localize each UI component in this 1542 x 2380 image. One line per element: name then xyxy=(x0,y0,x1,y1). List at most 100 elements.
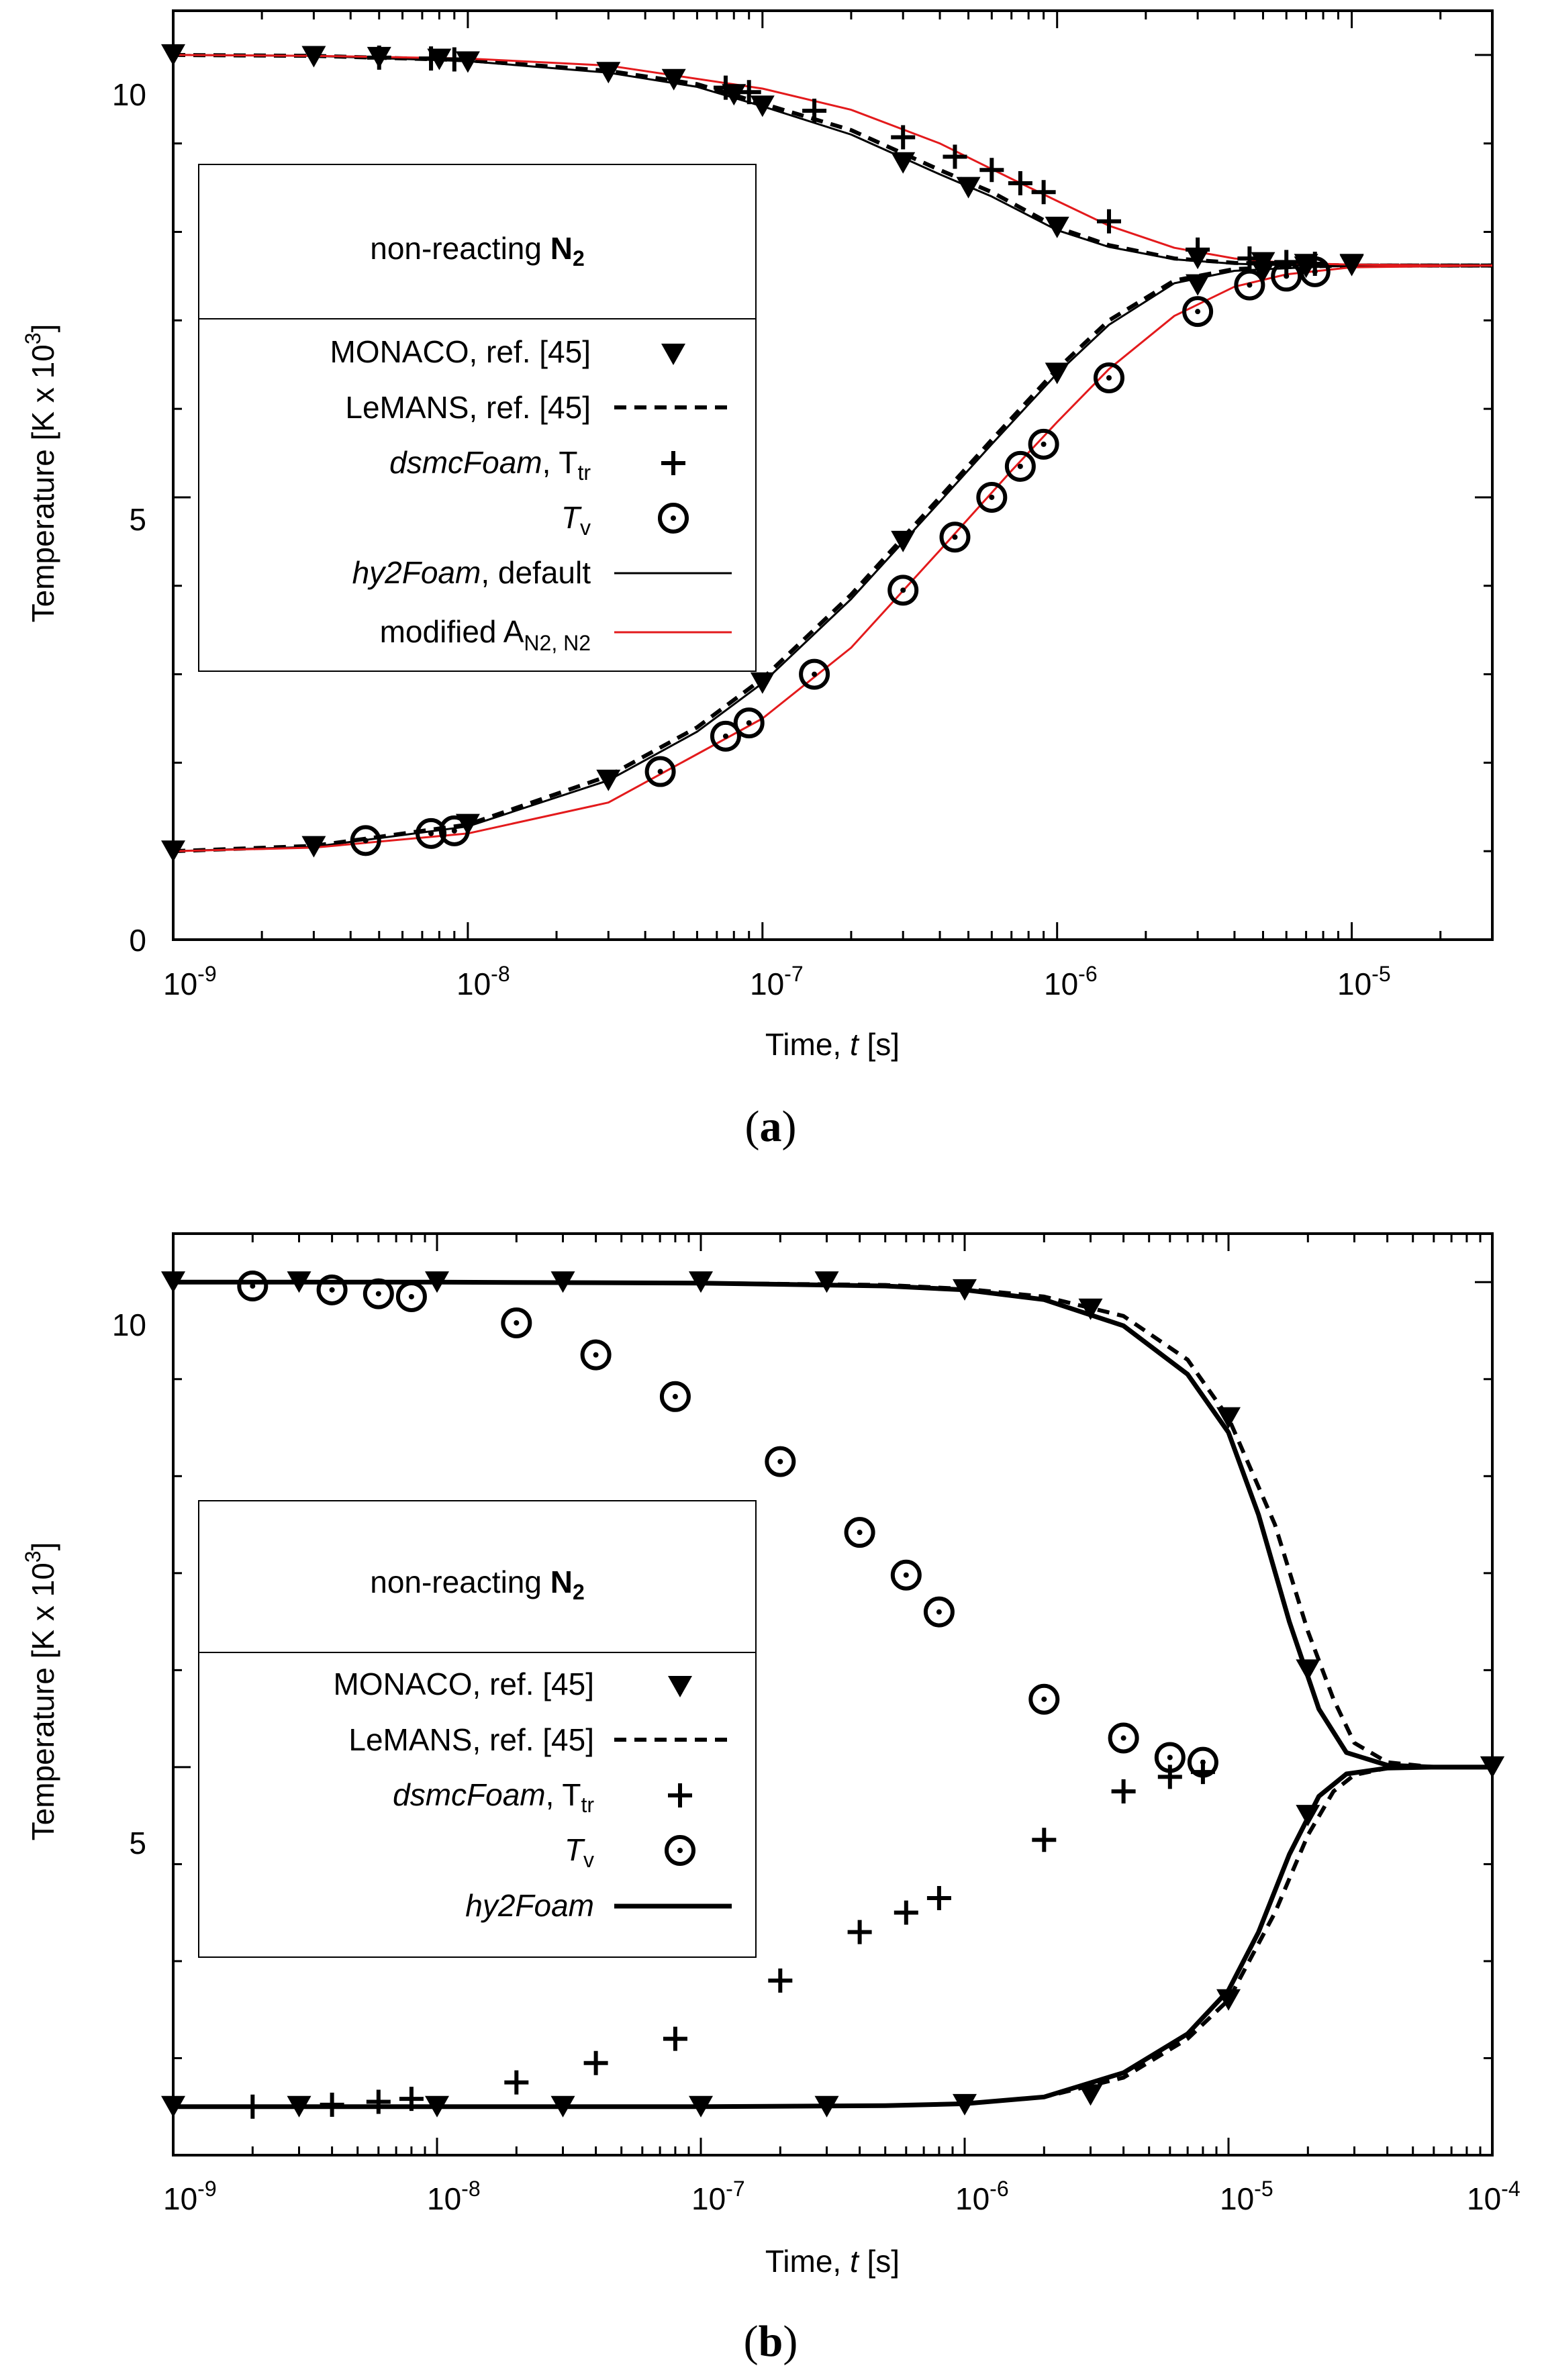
x-tick-label: 10-5 xyxy=(1220,2177,1273,2216)
data-point-triangle xyxy=(750,672,775,694)
x-tick-label: 10-9 xyxy=(163,2177,217,2216)
series-group xyxy=(161,44,1493,862)
data-point-circle xyxy=(1108,1722,1139,1754)
data-point-triangle xyxy=(301,836,326,858)
x-tick-label: 10-6 xyxy=(955,2177,1009,2216)
data-point-circle xyxy=(659,1381,691,1412)
data-point-triangle xyxy=(287,1271,311,1293)
data-point-triangle xyxy=(1045,362,1069,385)
data-point-triangle xyxy=(455,51,480,73)
data-point-plus xyxy=(736,80,761,105)
data-point-plus xyxy=(1190,1760,1215,1785)
data-point-triangle xyxy=(1296,1659,1320,1681)
data-point-plus xyxy=(442,47,467,72)
data-point-triangle xyxy=(1339,254,1364,277)
data-point-plus xyxy=(320,2092,344,2117)
data-point-circle xyxy=(416,817,447,849)
data-point-plus xyxy=(713,75,738,100)
data-point-circle xyxy=(733,707,765,739)
data-point-plus xyxy=(366,2089,391,2114)
chart-panel-b: 10 5 10-9 10-8 10-7 10-6 10-5 10-4 Time,… xyxy=(21,1232,1521,2366)
data-point-circle xyxy=(844,1517,875,1548)
data-point-plus xyxy=(419,46,444,71)
data-point-triangle xyxy=(550,2095,575,2118)
legend-marker-circle-dot xyxy=(665,1835,695,1866)
data-point-circle xyxy=(237,1271,269,1302)
legend-marker-plus xyxy=(668,1783,692,1807)
data-point-plus xyxy=(894,1900,918,1925)
data-point-triangle xyxy=(750,95,775,117)
data-point-circle xyxy=(1299,256,1331,287)
data-point-circle xyxy=(1271,260,1302,292)
data-point-circle xyxy=(350,825,381,856)
data-point-triangle xyxy=(287,2095,311,2118)
chart-panel-a: 10 5 0 10-9 10-8 10-7 10-6 10-5 Time, t … xyxy=(21,9,1494,1151)
x-tick-label: 10-6 xyxy=(1044,962,1098,1001)
data-point-triangle xyxy=(891,530,916,552)
data-point-triangle xyxy=(1216,1989,1241,2011)
data-point-plus xyxy=(847,1920,872,1944)
data-point-triangle xyxy=(1216,1407,1241,1429)
data-point-circle xyxy=(1028,428,1059,460)
data-point-plus xyxy=(1237,246,1262,271)
data-point-circle xyxy=(976,481,1008,513)
data-point-triangle xyxy=(953,1279,977,1301)
x-tick-label: 10-8 xyxy=(427,2177,481,2216)
data-point-triangle xyxy=(596,62,621,84)
data-point-circle xyxy=(438,815,470,846)
data-point-plus xyxy=(399,2087,424,2112)
data-point-triangle xyxy=(1186,274,1210,296)
legend-marker-circle-dot xyxy=(658,503,689,534)
data-point-plus xyxy=(926,1886,951,1911)
series-line xyxy=(173,264,1493,852)
data-point-circle xyxy=(1182,296,1214,328)
data-point-circle xyxy=(1004,450,1036,482)
data-point-plus xyxy=(979,158,1004,183)
plot-frame xyxy=(172,1232,1494,2156)
data-point-triangle xyxy=(814,2095,839,2118)
panel-caption: (a) xyxy=(745,1102,797,1151)
y-tick-label: 0 xyxy=(129,923,146,958)
data-point-triangle xyxy=(550,1271,575,1293)
legend-label-dsmcfoam-tv: Tv xyxy=(561,500,591,540)
legend: non-reacting N2 MONACO, ref. [45] LeMANS… xyxy=(198,164,757,672)
x-tick-label: 10-7 xyxy=(691,2177,745,2216)
data-point-plus xyxy=(1096,209,1121,234)
data-point-triangle xyxy=(1045,216,1069,238)
data-point-circle xyxy=(1093,362,1124,394)
data-point-plus xyxy=(367,45,391,70)
x-tick-label: 10-7 xyxy=(750,962,804,1001)
x-tick-label: 10-9 xyxy=(163,962,217,1001)
legend-label-dsmcfoam-ttr: dsmcFoam, Ttr xyxy=(389,445,591,485)
data-point-plus xyxy=(768,1968,793,1993)
series-line xyxy=(173,1765,1492,2110)
data-point-circle xyxy=(580,1339,612,1371)
data-point-plus xyxy=(583,2050,608,2075)
data-point-triangle xyxy=(689,2095,713,2118)
y-tick-label: 5 xyxy=(129,502,146,537)
data-point-triangle xyxy=(689,1271,713,1293)
data-point-triangle xyxy=(161,44,185,66)
legend-label-monaco: MONACO, ref. [45] xyxy=(330,334,591,369)
x-tick-label: 10-4 xyxy=(1467,2177,1521,2216)
data-point-triangle xyxy=(1078,2084,1103,2106)
data-point-circle xyxy=(710,720,741,752)
series-line xyxy=(173,1765,1492,2109)
data-point-triangle xyxy=(891,152,916,174)
data-point-circle xyxy=(890,1559,922,1591)
x-axis-title: Time, t [s] xyxy=(765,1027,900,1062)
legend-marker-triangle xyxy=(661,344,685,365)
data-point-plus xyxy=(802,98,827,123)
legend-label-modified: modified AN2, N2 xyxy=(380,614,591,655)
data-point-triangle xyxy=(425,2095,449,2118)
data-point-plus xyxy=(1031,180,1056,205)
data-point-triangle xyxy=(1480,1756,1504,1778)
data-point-triangle xyxy=(814,1271,839,1293)
legend: non-reacting N2 MONACO, ref. [45] LeMANS… xyxy=(198,1500,757,1958)
legend-marker-plus xyxy=(661,451,685,475)
x-axis-title: Time, t [s] xyxy=(765,2244,900,2279)
data-point-plus xyxy=(1111,1779,1136,1804)
y-axis-title: Temperature [K x 103] xyxy=(21,1542,60,1841)
data-point-plus xyxy=(663,2026,687,2051)
